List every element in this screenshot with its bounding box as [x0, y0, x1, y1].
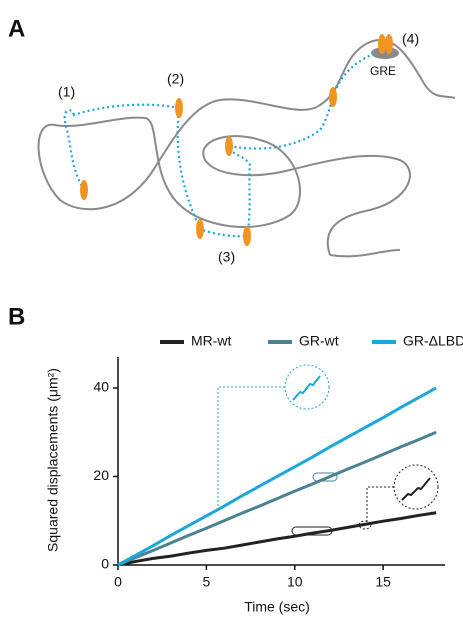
series-line: [117, 430, 437, 567]
receptor: [378, 34, 386, 54]
connector: [217, 386, 285, 510]
receptors: [80, 34, 393, 246]
y-tick-label: 0: [101, 556, 109, 572]
x-axis-label: Time (sec): [244, 599, 310, 615]
inset-trace: [292, 375, 321, 401]
y-tick-label: 20: [93, 467, 109, 483]
panel-label: A: [8, 15, 25, 42]
site-label: (2): [167, 71, 184, 87]
legend-label: MR-wt: [191, 333, 232, 349]
chromatin-fiber: [329, 249, 401, 258]
site-label: (4): [402, 31, 419, 47]
chromatin-fiber: [37, 39, 456, 256]
inset-trace: [401, 477, 431, 501]
site-label: (3): [218, 249, 235, 265]
x-tick-label: 5: [202, 574, 210, 590]
receptor: [385, 34, 393, 54]
chromatin-diagram: [37, 39, 456, 258]
tracking-path: [63, 48, 384, 238]
receptor: [80, 180, 88, 200]
legend-label: GR-ΔLBD: [403, 333, 463, 349]
receptor: [225, 136, 233, 156]
highlight: [358, 520, 372, 530]
y-tick-label: 40: [93, 379, 109, 395]
x-tick-label: 0: [114, 574, 122, 590]
receptor: [196, 219, 204, 239]
receptor: [175, 98, 183, 118]
x-tick-label: 15: [375, 574, 391, 590]
connector: [366, 486, 394, 522]
receptor: [243, 226, 251, 246]
inset: [393, 464, 439, 510]
y-axis-label: Squared displacements (μm²): [45, 368, 61, 552]
panel-label: B: [8, 303, 25, 330]
x-tick-label: 10: [287, 574, 303, 590]
legend-label: GR-wt: [299, 333, 339, 349]
site-label: (1): [58, 84, 75, 100]
highlight: [312, 472, 338, 482]
receptor: [329, 87, 337, 107]
series-line: [117, 386, 437, 567]
gre-label: GRE: [370, 64, 396, 78]
series-line: [117, 511, 437, 567]
